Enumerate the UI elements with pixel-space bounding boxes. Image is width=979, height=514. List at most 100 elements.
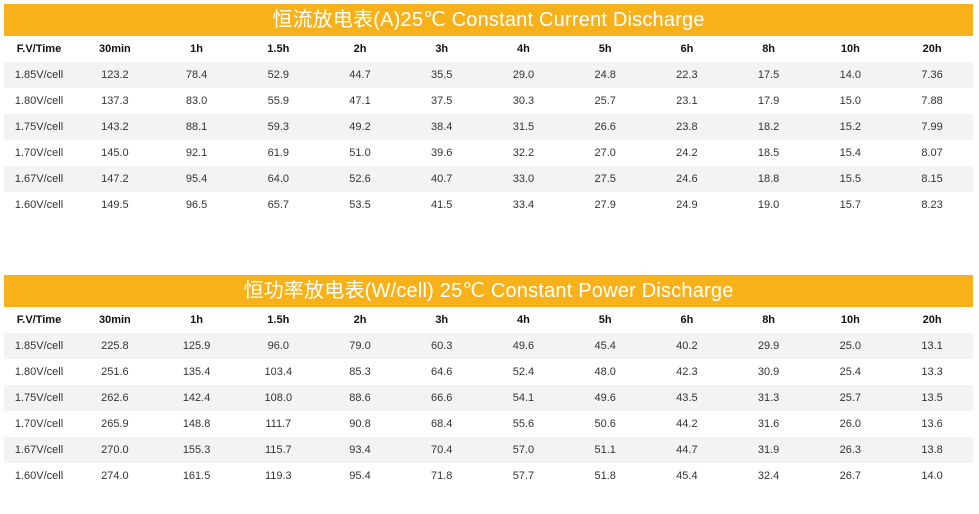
- column-header: F.V/Time: [16, 43, 62, 55]
- row-label-cell: 1.60V/cell: [14, 470, 64, 482]
- value-cell: 24.9: [676, 199, 698, 211]
- table-header-row: F.V/Time 30min 1h 1.5h 2h 3h 4h 5h 6h 8h…: [4, 36, 973, 62]
- value-cell: 31.6: [757, 418, 780, 430]
- value-cell: 52.4: [512, 366, 535, 378]
- value-cell: 7.99: [891, 114, 973, 140]
- value-cell: 38.4: [400, 114, 483, 140]
- value-cell: 103.4: [264, 366, 293, 378]
- value-cell: 71.8: [431, 470, 453, 482]
- column-header: 5h: [598, 314, 612, 326]
- value-cell: 95.4: [155, 166, 238, 192]
- value-cell: 30.9: [757, 366, 780, 378]
- value-cell: 96.5: [185, 199, 208, 211]
- value-cell: 51.1: [564, 437, 647, 463]
- value-cell: 85.3: [349, 366, 371, 378]
- value-cell: 25.4: [839, 366, 862, 378]
- column-header: 2h: [353, 314, 367, 326]
- table-row: 1.80V/cell 251.6 135.4 103.4 85.3 64.6 52.4 48.…: [4, 359, 973, 385]
- column-header: 10h: [840, 43, 860, 55]
- value-cell: 19.0: [757, 199, 780, 211]
- value-cell: 51.0: [349, 147, 371, 159]
- table-row: 1.85V/cell 225.8 125.9 96.0 79.0 60.3 49.6 45.4…: [4, 333, 973, 359]
- value-cell: 53.5: [349, 199, 371, 211]
- value-cell: 44.7: [319, 62, 401, 88]
- column-header: 1.5h: [267, 43, 290, 55]
- table-row: 1.80V/cell 137.3 83.0 55.9 47.1 37.5 30.3 25.7 2…: [4, 88, 973, 114]
- value-cell: 48.0: [594, 366, 616, 378]
- constant-power-body: 1.85V/cell 225.8 125.9 96.0 79.0 60.3 49.6 45.4…: [4, 333, 973, 489]
- value-cell: 45.4: [564, 333, 647, 359]
- value-cell: 13.5: [891, 385, 973, 411]
- column-header: 8h: [762, 43, 776, 55]
- column-header: 3h: [435, 314, 449, 326]
- column-header: 3h: [435, 43, 449, 55]
- value-cell: 32.4: [757, 470, 780, 482]
- constant-power-title: 恒功率放电表(W/cell) 25℃ Constant Power Discha…: [4, 275, 973, 307]
- value-cell: 40.7: [400, 166, 483, 192]
- value-cell: 41.5: [431, 199, 453, 211]
- value-cell: 24.8: [564, 62, 647, 88]
- column-header: 1.5h: [267, 314, 290, 326]
- value-cell: 30.3: [512, 95, 535, 107]
- value-cell: 23.1: [676, 95, 698, 107]
- value-cell: 14.0: [921, 470, 943, 482]
- column-header: 30min: [98, 314, 131, 326]
- value-cell: 64.0: [237, 166, 320, 192]
- value-cell: 42.3: [676, 366, 698, 378]
- value-cell: 149.5: [101, 199, 129, 211]
- row-label-cell: 1.85V/cell: [4, 333, 74, 359]
- value-cell: 78.4: [155, 62, 238, 88]
- column-header: 1h: [190, 43, 203, 55]
- value-cell: 29.0: [482, 62, 565, 88]
- value-cell: 79.0: [319, 333, 401, 359]
- value-cell: 14.0: [809, 62, 892, 88]
- row-label-cell: 1.85V/cell: [4, 62, 74, 88]
- value-cell: 57.7: [512, 470, 535, 482]
- value-cell: 49.2: [319, 114, 401, 140]
- value-cell: 251.6: [101, 366, 129, 378]
- value-cell: 26.7: [839, 470, 862, 482]
- value-cell: 225.8: [74, 333, 156, 359]
- value-cell: 270.0: [74, 437, 156, 463]
- value-cell: 262.6: [74, 385, 156, 411]
- row-label-cell: 1.67V/cell: [4, 437, 74, 463]
- row-label-cell: 1.70V/cell: [14, 147, 64, 159]
- value-cell: 52.6: [319, 166, 401, 192]
- column-header: 30min: [98, 43, 131, 55]
- value-cell: 92.1: [185, 147, 208, 159]
- value-cell: 22.3: [646, 62, 728, 88]
- constant-power-table: F.V/Time 30min 1h 1.5h 2h 3h 4h 5h 6h 8h…: [4, 307, 973, 489]
- value-cell: 15.0: [839, 95, 862, 107]
- value-cell: 125.9: [155, 333, 238, 359]
- value-cell: 137.3: [101, 95, 129, 107]
- value-cell: 47.1: [349, 95, 371, 107]
- value-cell: 26.3: [809, 437, 892, 463]
- value-cell: 135.4: [182, 366, 211, 378]
- value-cell: 108.0: [237, 385, 320, 411]
- value-cell: 15.7: [839, 199, 862, 211]
- value-cell: 23.8: [646, 114, 728, 140]
- value-cell: 8.23: [921, 199, 943, 211]
- column-header: 8h: [762, 314, 776, 326]
- value-cell: 60.3: [400, 333, 483, 359]
- row-label-cell: 1.75V/cell: [4, 114, 74, 140]
- value-cell: 27.0: [594, 147, 616, 159]
- value-cell: 15.5: [809, 166, 892, 192]
- column-header: 6h: [680, 314, 694, 326]
- value-cell: 54.1: [482, 385, 565, 411]
- value-cell: 90.8: [349, 418, 371, 430]
- value-cell: 274.0: [101, 470, 129, 482]
- value-cell: 35.5: [400, 62, 483, 88]
- value-cell: 8.07: [921, 147, 943, 159]
- row-label-cell: 1.80V/cell: [14, 366, 64, 378]
- value-cell: 119.3: [264, 470, 292, 482]
- column-header: 10h: [840, 314, 860, 326]
- value-cell: 161.5: [182, 470, 211, 482]
- value-cell: 7.88: [921, 95, 943, 107]
- value-cell: 49.6: [564, 385, 647, 411]
- value-cell: 64.6: [431, 366, 453, 378]
- value-cell: 13.1: [891, 333, 973, 359]
- value-cell: 44.7: [646, 437, 728, 463]
- row-label-cell: 1.70V/cell: [14, 418, 64, 430]
- value-cell: 17.9: [757, 95, 780, 107]
